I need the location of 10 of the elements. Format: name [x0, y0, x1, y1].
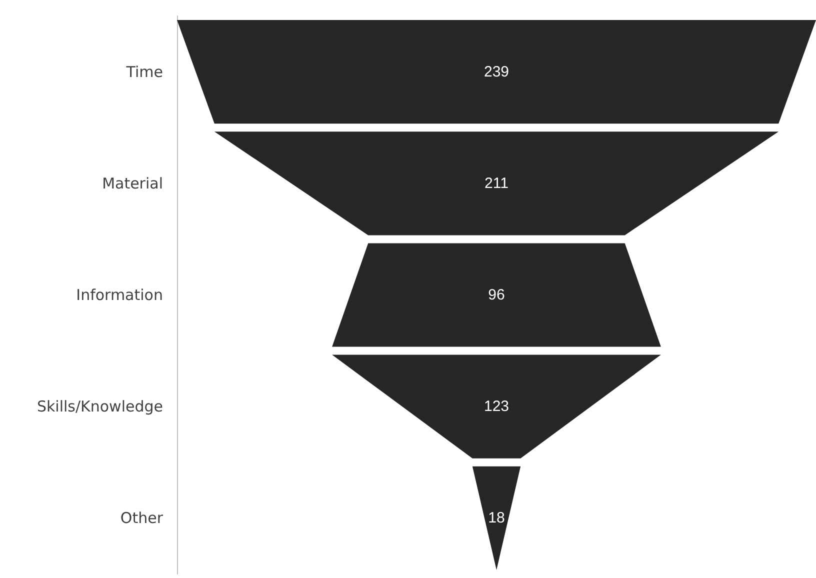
category-label: Other	[120, 509, 164, 528]
data-label: 96	[488, 286, 505, 304]
data-label: 18	[488, 510, 505, 527]
category-label: Time	[125, 62, 163, 81]
category-label: Information	[76, 286, 163, 304]
data-label: 123	[484, 398, 510, 416]
data-label: 239	[484, 63, 510, 80]
category-label: Material	[102, 174, 163, 192]
category-label: Skills/Knowledge	[36, 398, 163, 416]
data-label: 211	[484, 174, 508, 192]
